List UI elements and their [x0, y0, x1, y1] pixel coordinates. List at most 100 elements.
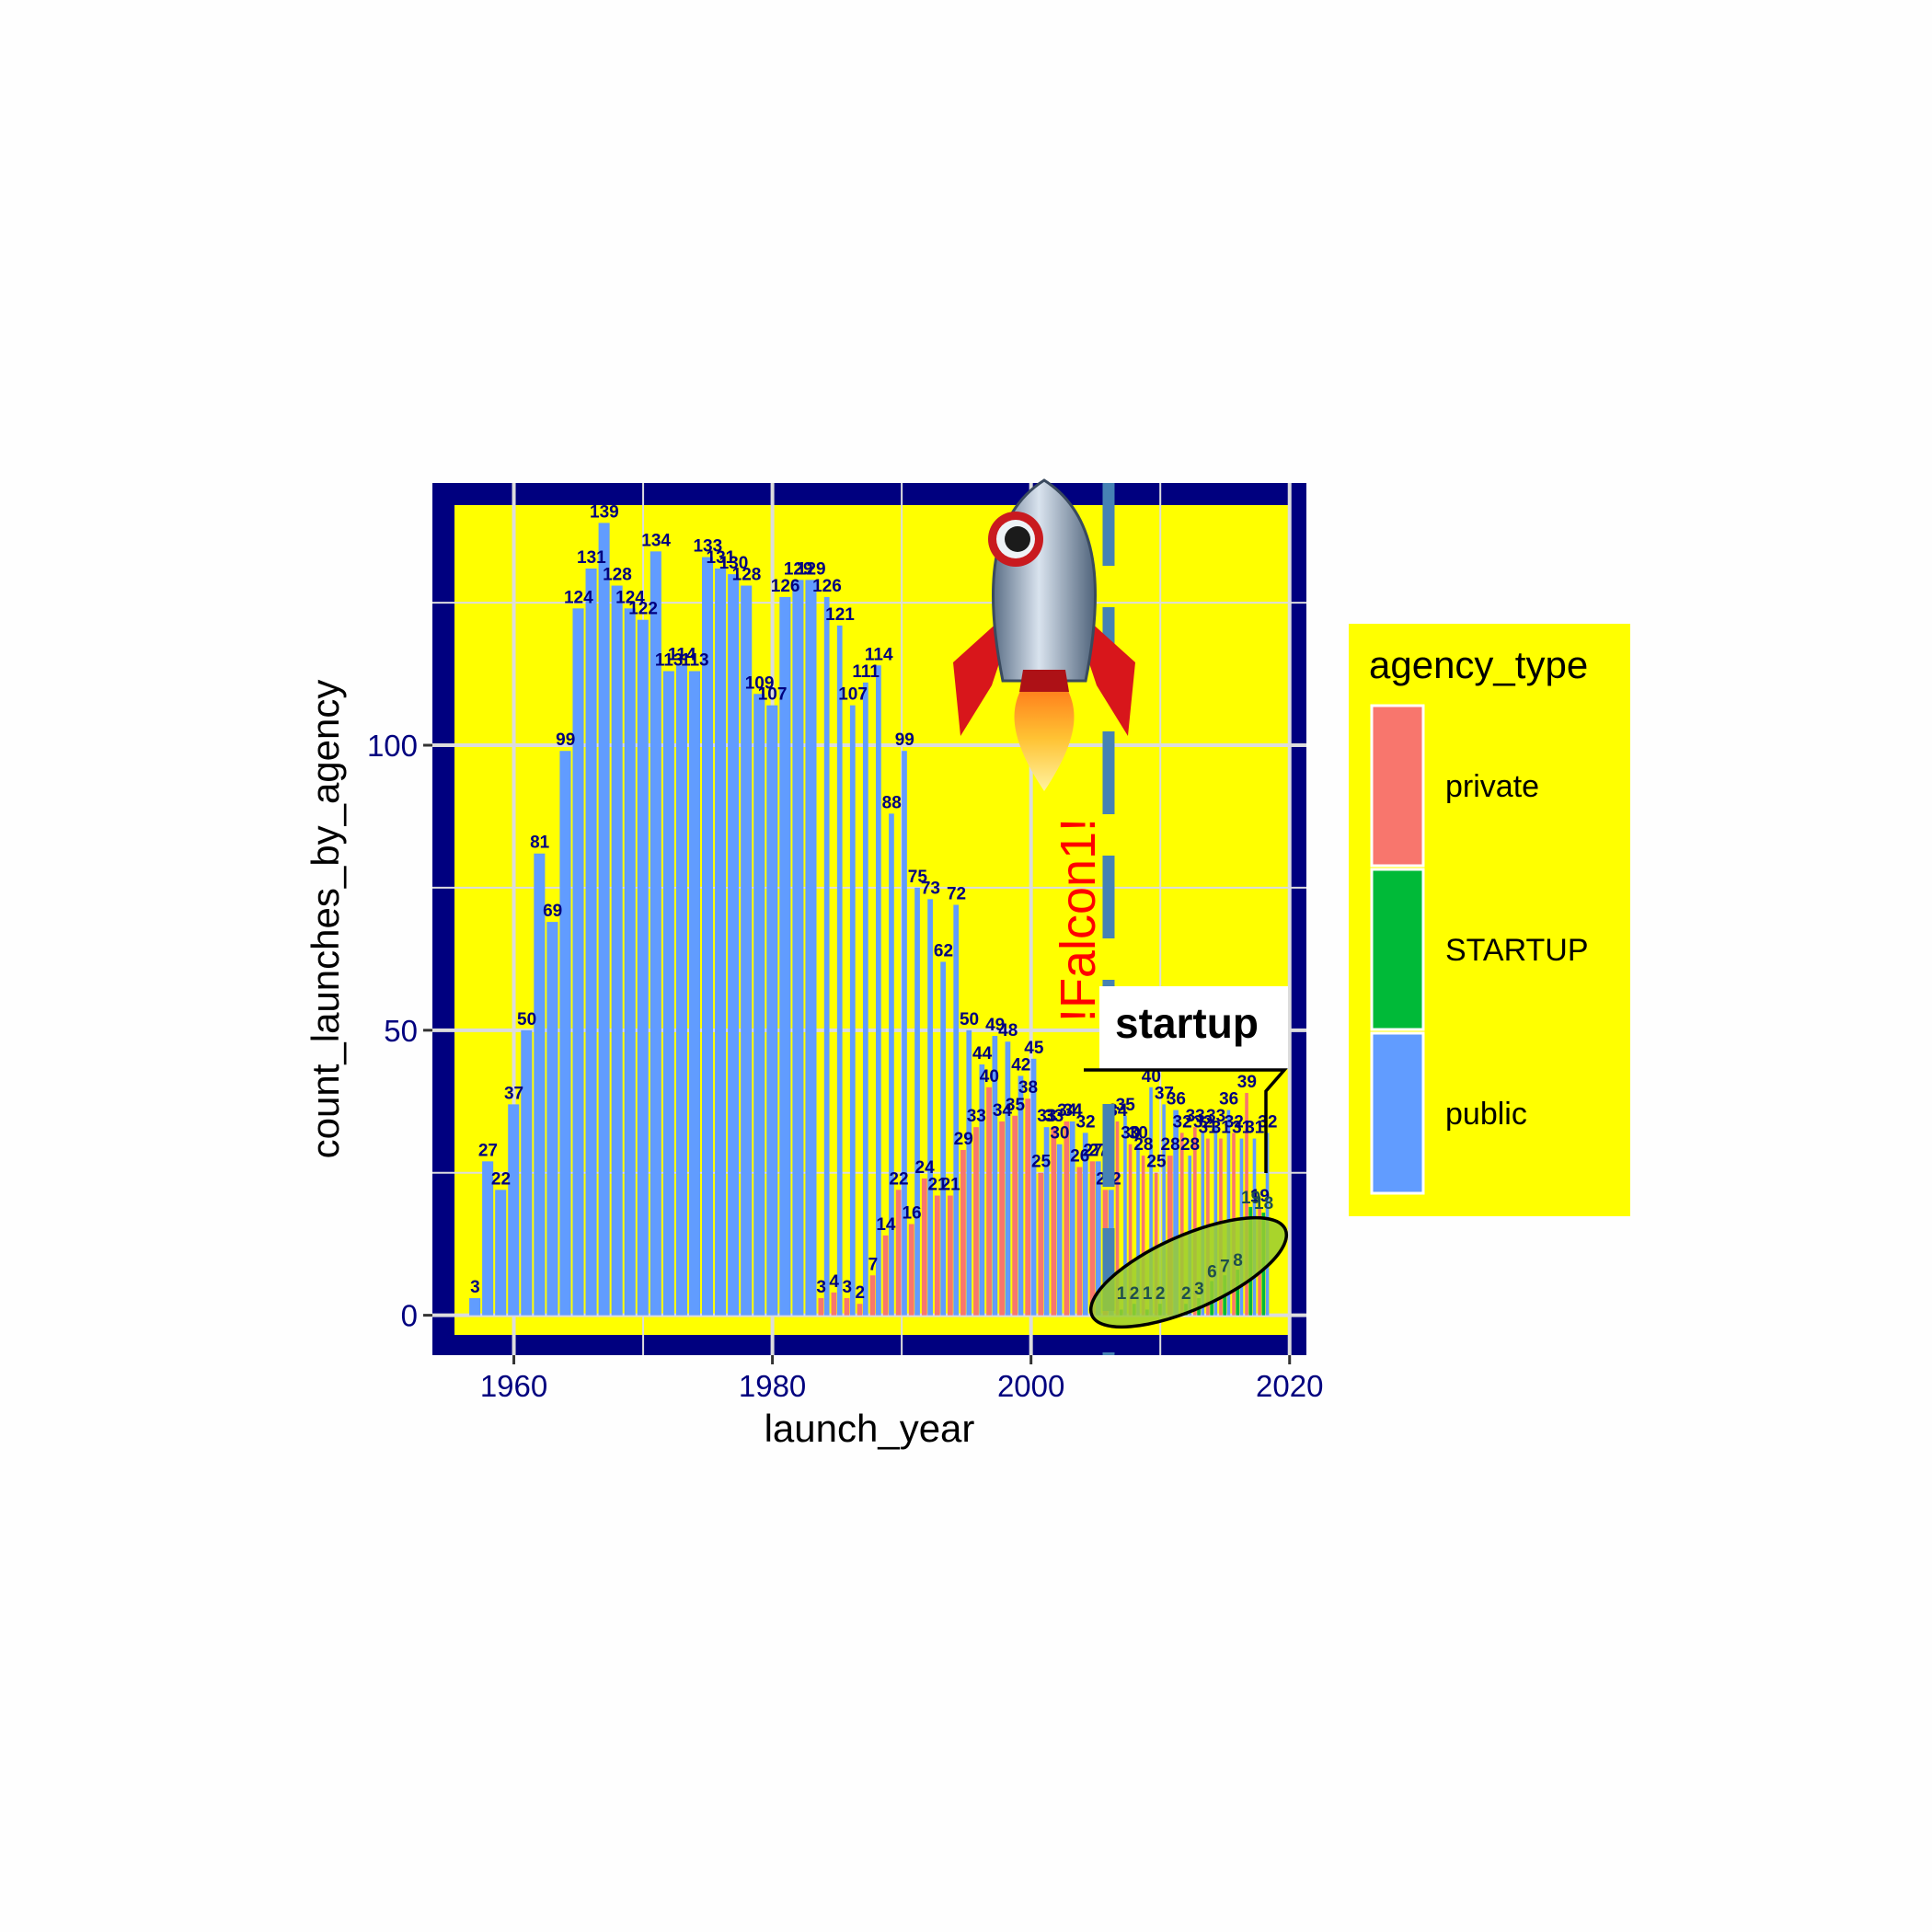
bar-label-startup-2007: 1: [1117, 1284, 1127, 1304]
bar-label-public-1982: 129: [784, 559, 813, 579]
bar-label-public-1986: 107: [838, 685, 868, 705]
legend-title: agency_type: [1369, 643, 1588, 686]
bar-label-public-2009: 40: [1142, 1067, 1161, 1087]
bar-public-1972: [662, 671, 674, 1316]
bar-private-1991: [908, 1224, 914, 1316]
bar-label-public-1993: 62: [934, 941, 953, 960]
bar-public-2001: [1043, 1127, 1050, 1316]
bar-label-private-2018: 19: [1250, 1187, 1270, 1206]
bar-label-private-2015: 31: [1212, 1119, 1232, 1138]
bar-label-public-1996: 44: [972, 1044, 993, 1064]
bar-public-1993: [940, 961, 947, 1316]
bar-public-2003: [1069, 1121, 1075, 1316]
bar-label-public-1991: 75: [908, 868, 928, 887]
bar-label-public-1961: 50: [517, 1010, 536, 1029]
bar-public-1988: [876, 665, 881, 1316]
bar-label-public-1959: 22: [491, 1169, 511, 1189]
bar-public-1985: [836, 625, 843, 1316]
bar-label-public-1966: 131: [577, 548, 606, 568]
legend-label-startup: STARTUP: [1445, 933, 1589, 968]
bar-label-private-2017: 39: [1237, 1073, 1257, 1092]
x-tick-label: 2020: [1256, 1369, 1323, 1403]
bar-label-private-2001: 25: [1031, 1153, 1052, 1172]
bar-label-public-1981: 126: [771, 577, 800, 596]
bar-public-1970: [637, 619, 649, 1316]
bar-label-public-1994: 72: [947, 885, 966, 904]
bar-private-2000: [1025, 1098, 1031, 1316]
bar-public-1957: [469, 1298, 481, 1316]
bar-public-1999: [1018, 1075, 1024, 1316]
bar-public-2004: [1082, 1133, 1088, 1316]
bar-public-1975: [702, 557, 714, 1316]
bar-private-1998: [999, 1121, 1005, 1316]
bar-public-1992: [927, 899, 933, 1316]
legend-key-startup: [1370, 868, 1425, 1031]
bar-label-private-1999: 35: [1006, 1096, 1026, 1115]
bar-public-1968: [611, 585, 623, 1316]
bar-public-1995: [966, 1029, 972, 1316]
bar-public-1958: [482, 1161, 494, 1316]
bar-label-startup-2008: 2: [1130, 1284, 1140, 1304]
legend: agency_type private STARTUP public: [1349, 624, 1630, 1216]
bar-label-private-2010: 25: [1146, 1153, 1167, 1172]
bar-label-startup-2013: 3: [1194, 1280, 1204, 1299]
bar-private-2005: [1089, 1161, 1096, 1316]
bar-label-private-2011: 28: [1161, 1135, 1180, 1155]
bar-label-startup-2012: 2: [1181, 1284, 1191, 1304]
y-axis: 0 50 100: [367, 729, 432, 1333]
bar-label-private-1988: 7: [868, 1255, 879, 1274]
bar-label-private-2008: 30: [1121, 1124, 1140, 1144]
bar-public-2014: [1213, 1127, 1218, 1316]
bar-private-1990: [895, 1190, 902, 1316]
bar-label-public-1967: 139: [590, 502, 619, 522]
bar-public-1974: [688, 671, 701, 1316]
bar-label-public-1987: 111: [852, 662, 880, 682]
bar-public-2013: [1201, 1133, 1205, 1316]
bar-label-public-2003: 34: [1063, 1101, 1083, 1121]
bar-label-public-1992: 73: [921, 879, 940, 898]
bar-label-public-2004: 32: [1075, 1112, 1095, 1132]
bar-label-private-2012: 32: [1173, 1112, 1192, 1132]
bar-private-1986: [844, 1298, 850, 1316]
bar-public-1967: [598, 523, 610, 1316]
bar-private-2007: [1115, 1121, 1120, 1316]
bar-public-1998: [1005, 1041, 1011, 1316]
bar-private-1995: [960, 1149, 966, 1316]
bar-label-private-1992: 24: [915, 1158, 936, 1178]
bar-label-private-1996: 33: [967, 1107, 986, 1126]
bar-public-2015: [1226, 1110, 1231, 1316]
bar-label-public-2008: 30: [1129, 1124, 1148, 1144]
bar-private-2013: [1193, 1127, 1197, 1316]
bar-public-1964: [559, 751, 571, 1316]
bar-public-2011: [1173, 1110, 1179, 1316]
bar-private-2009: [1141, 1156, 1145, 1316]
bar-public-2008: [1136, 1144, 1140, 1316]
bar-public-1989: [889, 813, 894, 1316]
bar-label-public-1977: 130: [719, 554, 749, 573]
bar-label-public-2015: 36: [1219, 1090, 1238, 1110]
bar-label-private-1985: 4: [829, 1272, 839, 1292]
bar-private-1999: [1012, 1115, 1018, 1316]
bar-label-public-1962: 81: [530, 834, 550, 853]
bar-label-public-1965: 124: [564, 588, 593, 607]
bar-label-private-1991: 16: [902, 1203, 921, 1223]
bar-private-2002: [1051, 1127, 1057, 1316]
bar-public-1994: [953, 904, 960, 1316]
bar-startup-2016: [1236, 1270, 1240, 1316]
bars: [469, 523, 1270, 1316]
bar-label-private-2013: 33: [1186, 1107, 1205, 1126]
bar-label-startup-2015: 7: [1220, 1257, 1230, 1276]
bar-label-public-1988: 114: [865, 645, 893, 664]
startup-callout: startup: [1084, 986, 1288, 1173]
y-axis-label: count_launches_by_agency: [304, 680, 347, 1159]
bar-label-public-1999: 42: [1011, 1055, 1030, 1075]
startup-label-box: [1099, 986, 1288, 1069]
bar-labels: 3272237508169991241311391281241221341131…: [470, 502, 1277, 1303]
bar-label-private-2002: 33: [1044, 1107, 1064, 1126]
bar-public-1983: [805, 580, 817, 1316]
bar-public-1962: [534, 853, 546, 1316]
bar-label-startup-2017: 19: [1241, 1189, 1260, 1208]
bar-label-public-1958: 27: [478, 1141, 498, 1160]
bar-public-1987: [862, 682, 868, 1316]
